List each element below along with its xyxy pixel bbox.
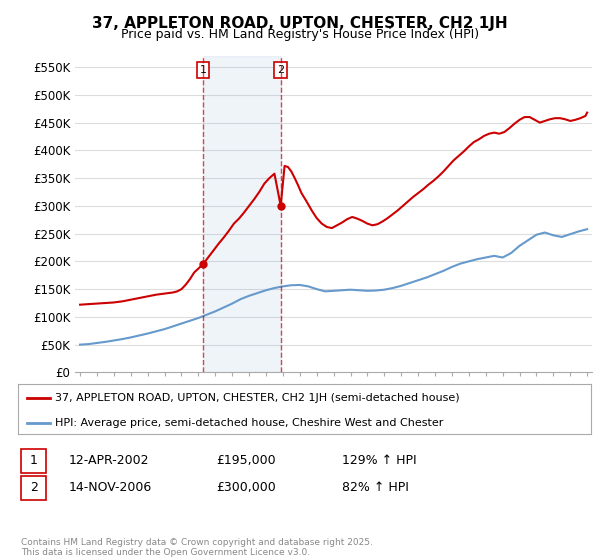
Text: 12-APR-2002: 12-APR-2002 [69,454,149,467]
Text: 82% ↑ HPI: 82% ↑ HPI [342,480,409,494]
Text: 14-NOV-2006: 14-NOV-2006 [69,480,152,494]
Text: 37, APPLETON ROAD, UPTON, CHESTER, CH2 1JH (semi-detached house): 37, APPLETON ROAD, UPTON, CHESTER, CH2 1… [55,393,460,403]
Text: Contains HM Land Registry data © Crown copyright and database right 2025.
This d: Contains HM Land Registry data © Crown c… [21,538,373,557]
Text: 1: 1 [29,454,38,467]
Text: Price paid vs. HM Land Registry's House Price Index (HPI): Price paid vs. HM Land Registry's House … [121,28,479,41]
Text: HPI: Average price, semi-detached house, Cheshire West and Chester: HPI: Average price, semi-detached house,… [55,418,443,428]
Text: 1: 1 [200,65,206,75]
Text: 2: 2 [29,480,38,494]
Text: £300,000: £300,000 [216,480,276,494]
Text: £195,000: £195,000 [216,454,275,467]
Bar [203,56,281,372]
Text: 129% ↑ HPI: 129% ↑ HPI [342,454,416,467]
Text: 2: 2 [277,65,284,75]
Text: 37, APPLETON ROAD, UPTON, CHESTER, CH2 1JH: 37, APPLETON ROAD, UPTON, CHESTER, CH2 1… [92,16,508,31]
